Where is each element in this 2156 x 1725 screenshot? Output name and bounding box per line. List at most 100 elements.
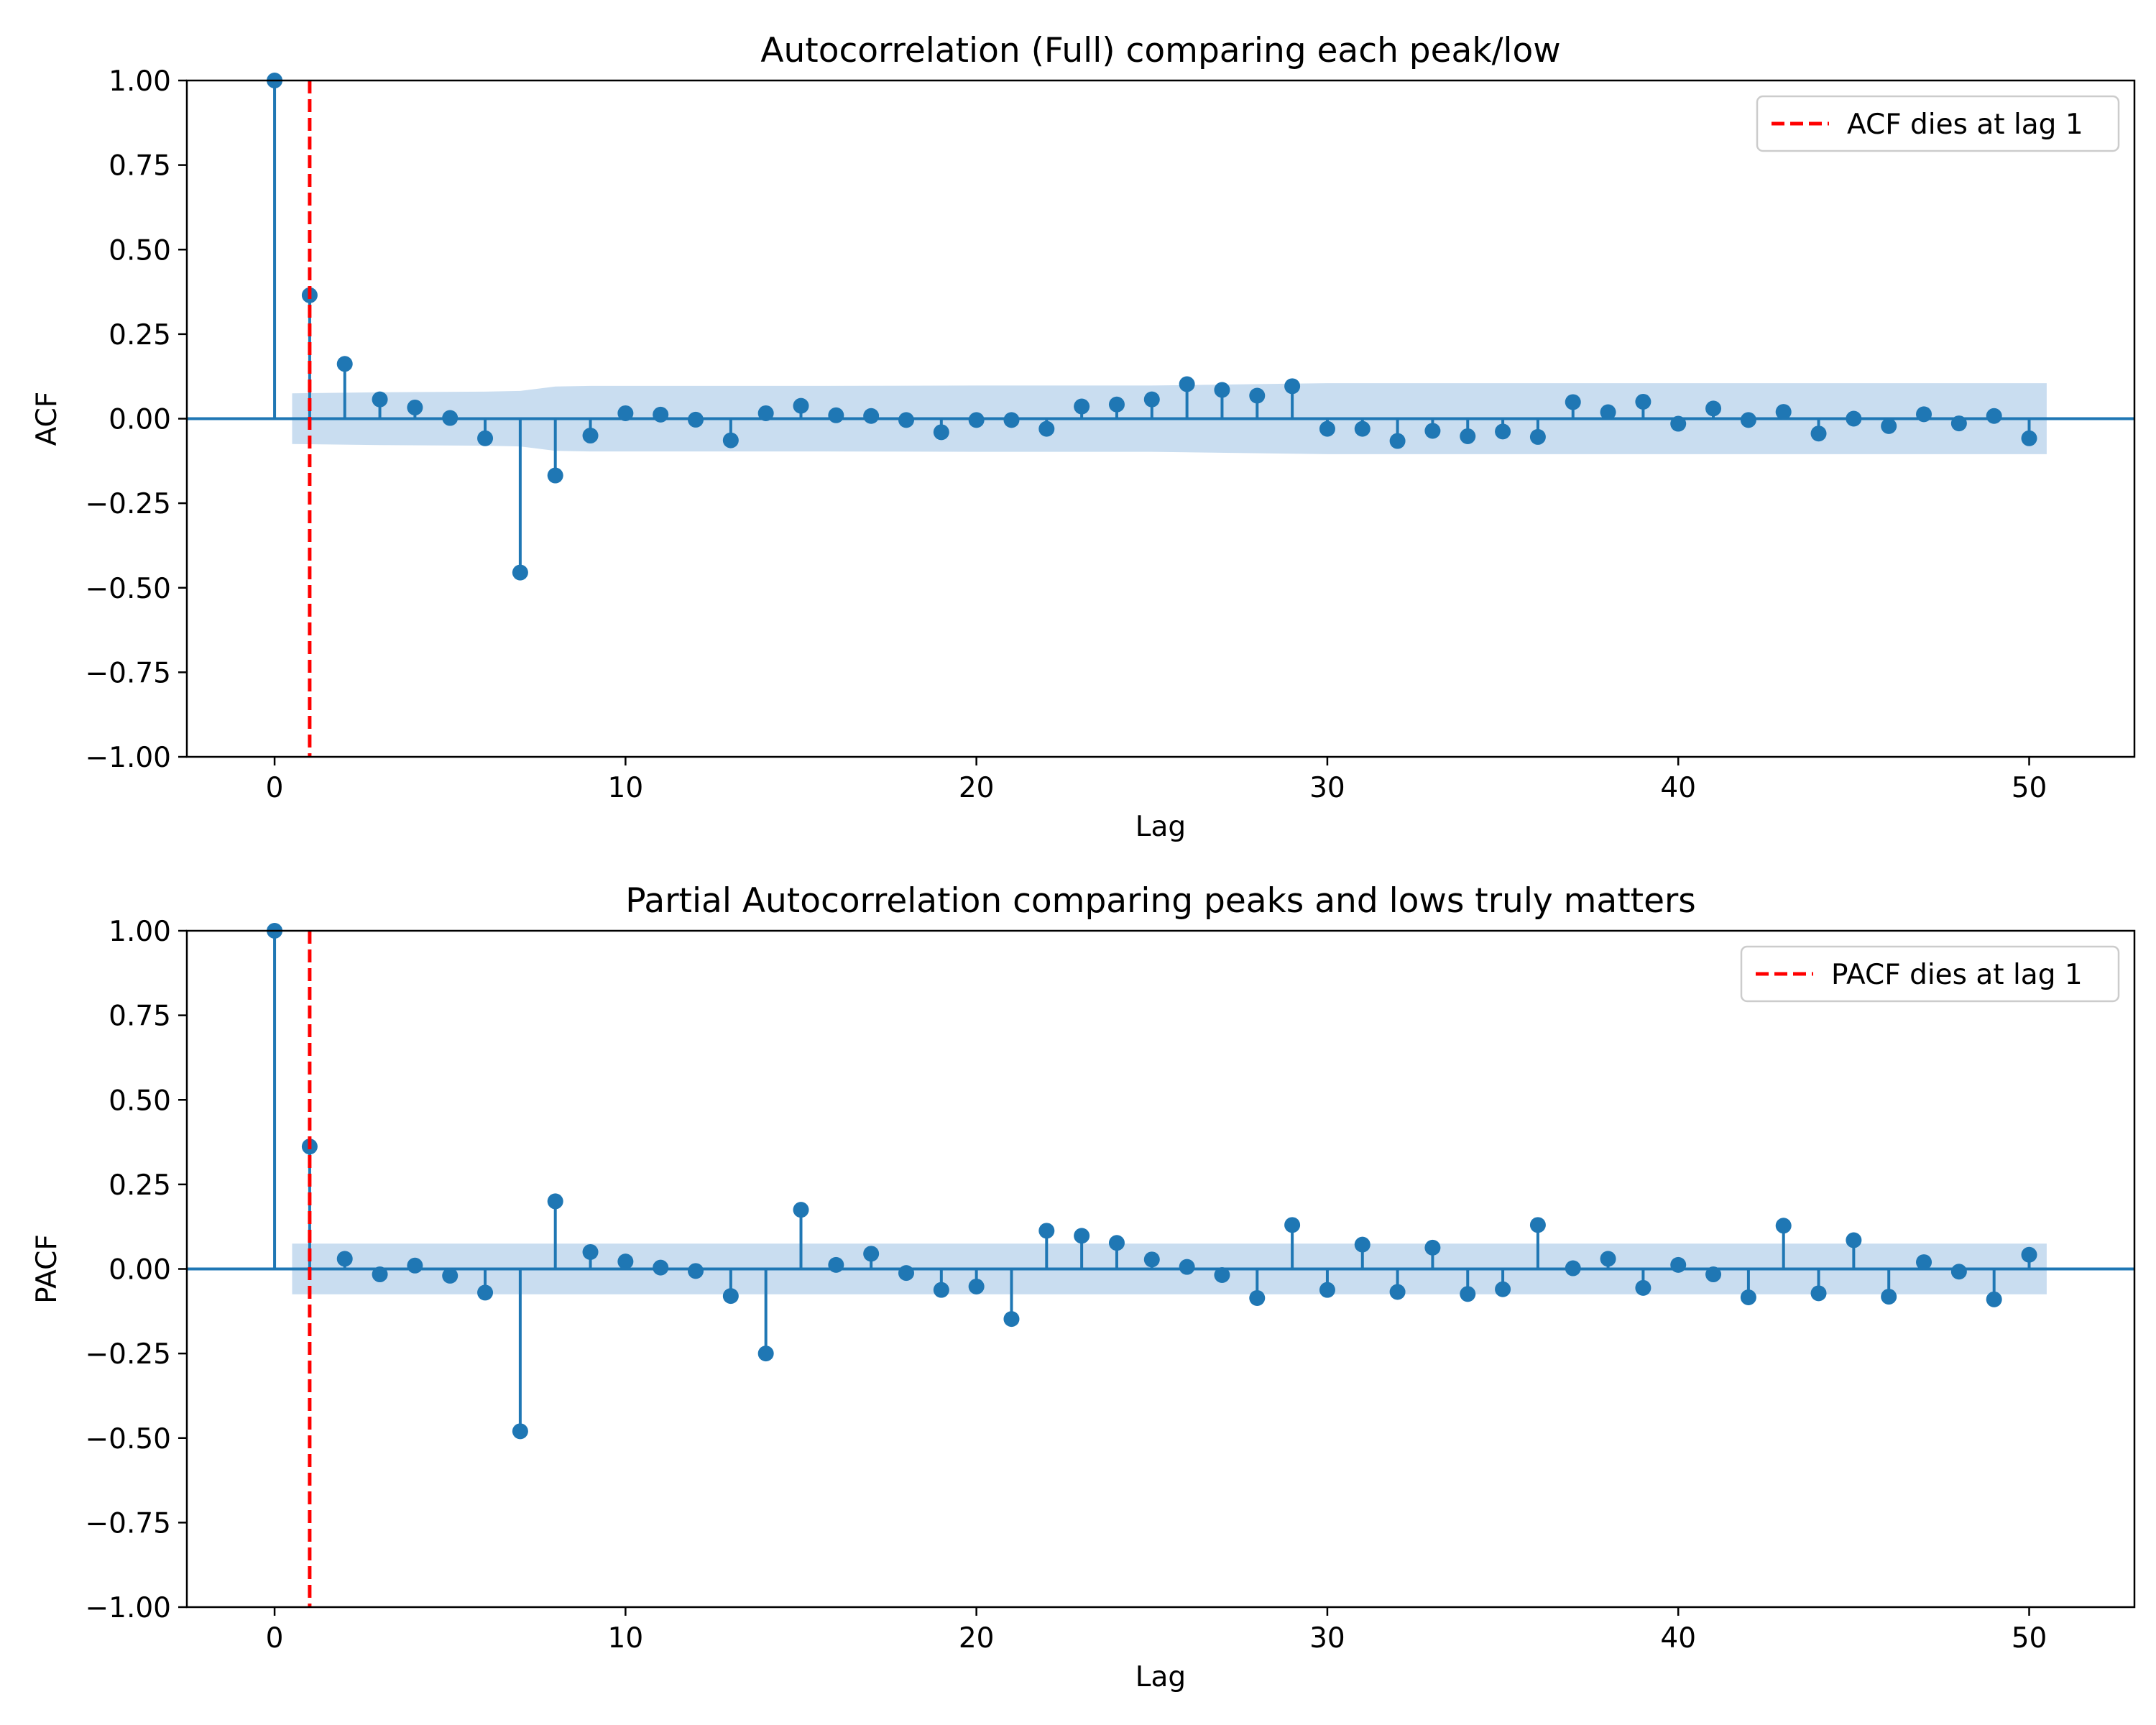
marker-lag-41 — [1705, 1266, 1722, 1283]
marker-lag-20 — [968, 412, 985, 428]
marker-lag-33 — [1424, 423, 1441, 439]
marker-lag-36 — [1529, 428, 1546, 445]
marker-lag-24 — [1108, 1235, 1125, 1251]
marker-lag-50 — [2021, 1246, 2037, 1263]
marker-lag-43 — [1775, 404, 1792, 420]
marker-lag-13 — [722, 1288, 739, 1305]
marker-lag-41 — [1705, 400, 1722, 417]
y-tick-label: −0.25 — [85, 1338, 171, 1371]
marker-lag-2 — [336, 1251, 353, 1267]
y-tick-label: 0.25 — [109, 1169, 171, 1202]
marker-lag-5 — [442, 1267, 459, 1284]
marker-lag-47 — [1916, 406, 1932, 423]
legend-label: PACF dies at lag 1 — [1831, 959, 2083, 991]
marker-lag-10 — [617, 405, 634, 421]
marker-lag-45 — [1846, 410, 1862, 427]
y-axis-label: PACF — [31, 1234, 63, 1304]
marker-lag-17 — [863, 408, 880, 424]
marker-lag-40 — [1670, 1256, 1687, 1273]
x-tick-label: 10 — [608, 1622, 644, 1655]
marker-lag-27 — [1214, 1266, 1230, 1283]
legend: ACF dies at lag 1 — [1756, 95, 2120, 152]
y-tick-label: −0.50 — [85, 573, 171, 605]
y-tick-label: 0.00 — [109, 1254, 171, 1287]
marker-lag-20 — [968, 1278, 985, 1294]
marker-lag-35 — [1495, 423, 1511, 440]
marker-lag-44 — [1810, 1285, 1827, 1302]
marker-lag-22 — [1038, 420, 1055, 437]
marker-lag-3 — [372, 391, 388, 408]
marker-lag-36 — [1529, 1217, 1546, 1233]
marker-lag-13 — [722, 432, 739, 448]
marker-lag-9 — [582, 428, 599, 444]
y-tick-label: 1.00 — [109, 916, 171, 948]
x-tick-label: 0 — [266, 772, 284, 804]
x-tick-label: 30 — [1309, 772, 1345, 804]
y-tick-label: 0.25 — [109, 319, 171, 351]
marker-lag-46 — [1881, 418, 1897, 434]
y-axis-label: ACF — [31, 392, 63, 446]
x-tick-label: 0 — [266, 1622, 284, 1655]
marker-lag-11 — [653, 406, 669, 423]
marker-lag-49 — [1986, 408, 2002, 424]
marker-lag-32 — [1389, 1284, 1406, 1300]
marker-lag-27 — [1214, 382, 1230, 398]
marker-lag-38 — [1600, 404, 1616, 420]
x-tick-label: 40 — [1660, 772, 1696, 804]
marker-lag-42 — [1740, 1289, 1756, 1306]
marker-lag-7 — [512, 564, 528, 581]
marker-lag-25 — [1143, 391, 1160, 408]
x-tick-label: 50 — [2012, 772, 2047, 804]
marker-lag-33 — [1424, 1239, 1441, 1256]
marker-lag-17 — [863, 1246, 880, 1262]
marker-lag-5 — [442, 410, 459, 426]
marker-lag-3 — [372, 1266, 388, 1283]
marker-lag-16 — [828, 1256, 844, 1273]
marker-lag-28 — [1249, 1289, 1266, 1306]
marker-lag-46 — [1881, 1289, 1897, 1305]
marker-lag-48 — [1950, 1264, 1967, 1280]
x-tick-label: 50 — [2012, 1622, 2047, 1655]
chart-panel-1: 1.00 0.75 0.50 0.25 0.00 −0.25 −0.50 −0.75 −1.00… — [31, 31, 2136, 843]
marker-lag-11 — [653, 1259, 669, 1276]
y-tick-label: −0.50 — [85, 1423, 171, 1455]
marker-lag-10 — [617, 1254, 634, 1270]
chart-panel-2: 1.00 0.75 0.50 0.25 0.00 −0.25 −0.50 −0.75 −1.00… — [31, 881, 2136, 1693]
marker-lag-23 — [1074, 1228, 1090, 1244]
y-tick-label: 0.50 — [109, 234, 171, 267]
marker-lag-16 — [828, 407, 844, 423]
marker-lag-19 — [933, 424, 949, 441]
marker-lag-25 — [1143, 1251, 1160, 1268]
marker-lag-12 — [688, 1263, 704, 1279]
y-tick-label: −1.00 — [85, 742, 171, 774]
marker-lag-37 — [1565, 1260, 1581, 1276]
legend: PACF dies at lag 1 — [1740, 945, 2120, 1003]
marker-lag-14 — [757, 1346, 774, 1362]
chart-title: Partial Autocorrelation comparing peaks … — [625, 881, 1696, 921]
marker-lag-30 — [1319, 1282, 1335, 1298]
y-tick-label: −0.25 — [85, 488, 171, 520]
y-tick-label: −0.75 — [85, 657, 171, 689]
marker-lag-21 — [1003, 412, 1020, 428]
marker-lag-28 — [1249, 387, 1266, 404]
marker-lag-2 — [336, 356, 353, 372]
marker-lag-24 — [1108, 396, 1125, 413]
marker-lag-43 — [1775, 1218, 1792, 1234]
marker-lag-39 — [1635, 1279, 1651, 1296]
marker-lag-15 — [793, 1202, 809, 1218]
marker-lag-23 — [1074, 398, 1090, 415]
marker-lag-48 — [1950, 415, 1967, 432]
marker-lag-39 — [1635, 393, 1651, 410]
marker-lag-50 — [2021, 430, 2037, 446]
y-tick-label: 0.75 — [109, 1000, 171, 1033]
chart-title: Autocorrelation (Full) comparing each pe… — [760, 31, 1560, 70]
marker-lag-42 — [1740, 412, 1756, 428]
x-tick-label: 10 — [608, 772, 644, 804]
marker-lag-31 — [1354, 1236, 1370, 1253]
marker-lag-22 — [1038, 1223, 1055, 1239]
x-tick-label: 20 — [959, 772, 995, 804]
y-tick-label: 0.50 — [109, 1085, 171, 1117]
y-tick-label: 0.75 — [109, 150, 171, 183]
